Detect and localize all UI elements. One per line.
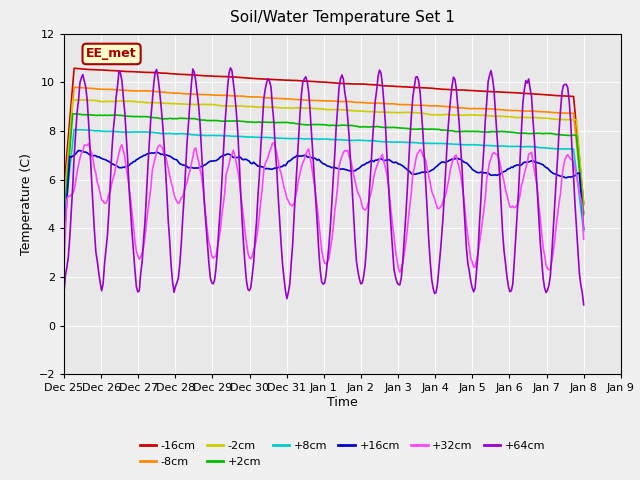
-8cm	[243, 94, 250, 99]
-16cm	[580, 201, 588, 206]
Title: Soil/Water Temperature Set 1: Soil/Water Temperature Set 1	[230, 11, 455, 25]
+64cm	[289, 241, 296, 247]
+16cm	[234, 155, 241, 160]
X-axis label: Time: Time	[327, 396, 358, 409]
-8cm	[552, 110, 560, 116]
-16cm	[125, 69, 133, 74]
+16cm	[552, 171, 560, 177]
+8cm	[234, 133, 241, 139]
+2cm	[216, 118, 224, 124]
+8cm	[60, 218, 68, 224]
Line: +32cm: +32cm	[64, 143, 584, 272]
+32cm	[554, 212, 561, 217]
-2cm	[580, 203, 588, 208]
Line: +2cm: +2cm	[64, 114, 584, 220]
+32cm	[60, 261, 68, 266]
+32cm	[289, 203, 296, 208]
Legend: -16cm, -8cm, -2cm, +2cm, +8cm, +16cm, +32cm, +64cm: -16cm, -8cm, -2cm, +2cm, +8cm, +16cm, +3…	[135, 437, 550, 471]
Line: -8cm: -8cm	[64, 87, 584, 213]
-8cm	[60, 195, 68, 201]
-16cm	[60, 185, 68, 191]
+2cm	[289, 120, 296, 126]
-16cm	[552, 93, 560, 98]
+16cm	[216, 154, 224, 160]
+64cm	[227, 65, 234, 71]
Text: EE_met: EE_met	[86, 48, 137, 60]
+32cm	[124, 174, 132, 180]
+2cm	[73, 111, 81, 117]
-8cm	[289, 96, 296, 102]
-2cm	[234, 103, 241, 109]
+32cm	[215, 236, 223, 242]
-2cm	[81, 97, 88, 103]
+16cm	[580, 226, 588, 232]
+2cm	[552, 132, 560, 138]
+16cm	[125, 162, 133, 168]
-16cm	[216, 73, 224, 79]
-16cm	[70, 65, 78, 71]
Line: -16cm: -16cm	[64, 68, 584, 204]
-8cm	[125, 88, 133, 94]
+64cm	[580, 302, 588, 308]
+16cm	[60, 239, 68, 244]
+64cm	[124, 157, 132, 163]
-2cm	[125, 98, 133, 104]
+32cm	[232, 160, 240, 166]
-8cm	[580, 210, 588, 216]
+64cm	[552, 177, 560, 183]
-8cm	[70, 84, 78, 90]
+32cm	[241, 228, 249, 234]
-16cm	[234, 74, 241, 80]
-2cm	[243, 104, 250, 109]
-8cm	[234, 93, 241, 99]
+64cm	[243, 277, 250, 283]
Line: +8cm: +8cm	[64, 130, 584, 231]
Line: +64cm: +64cm	[64, 68, 584, 305]
+64cm	[60, 290, 68, 296]
-8cm	[216, 93, 224, 98]
-2cm	[289, 105, 296, 111]
+32cm	[269, 140, 276, 146]
+8cm	[243, 134, 250, 140]
+64cm	[234, 129, 241, 134]
+32cm	[580, 236, 588, 242]
-2cm	[60, 210, 68, 216]
+32cm	[396, 269, 404, 275]
+8cm	[552, 146, 560, 152]
-16cm	[243, 75, 250, 81]
Line: -2cm: -2cm	[64, 100, 584, 213]
+2cm	[580, 212, 588, 217]
Line: +16cm: +16cm	[64, 151, 584, 241]
+8cm	[70, 127, 78, 132]
Y-axis label: Temperature (C): Temperature (C)	[20, 153, 33, 255]
-2cm	[216, 103, 224, 108]
+16cm	[76, 148, 84, 154]
+2cm	[243, 119, 250, 125]
+2cm	[60, 217, 68, 223]
+2cm	[125, 113, 133, 119]
+64cm	[215, 225, 223, 231]
-2cm	[552, 117, 560, 122]
+8cm	[289, 136, 296, 142]
+16cm	[289, 156, 296, 161]
+16cm	[243, 156, 250, 162]
+8cm	[125, 129, 133, 135]
+2cm	[234, 118, 241, 124]
+8cm	[216, 132, 224, 138]
-16cm	[289, 77, 296, 83]
+8cm	[580, 228, 588, 234]
